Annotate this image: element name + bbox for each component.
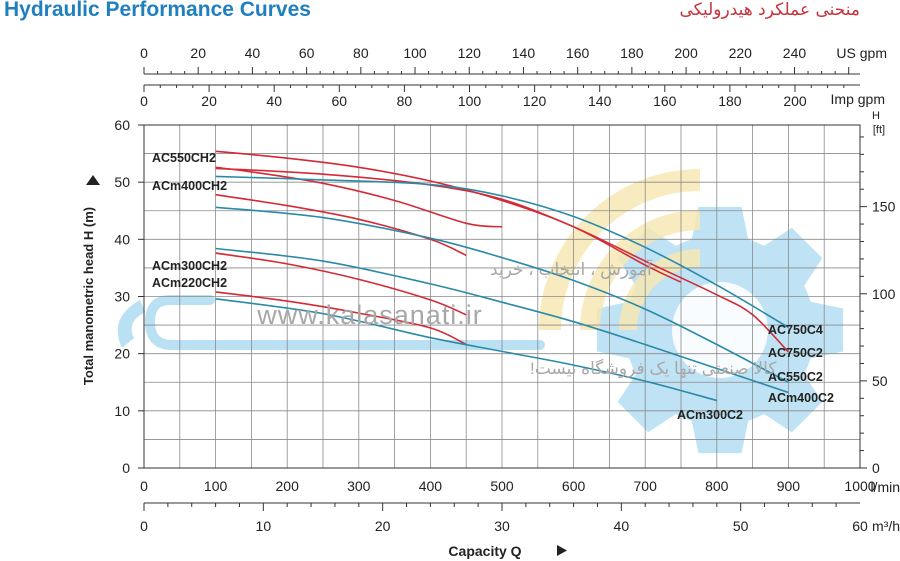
x-tick-label-usgpm: 0 — [140, 45, 148, 61]
x-tick-label-impgpm: 80 — [397, 93, 413, 109]
y-tick-label: 20 — [114, 346, 130, 362]
x-tick-label-usgpm: 20 — [190, 45, 206, 61]
y2-tick-label: 0 — [872, 460, 880, 476]
series-label-ac750c2: AC750C2 — [768, 346, 823, 360]
unit-usgpm: US gpm — [836, 45, 887, 61]
x-tick-label-impgpm: 120 — [523, 93, 547, 109]
bracket-hook — [117, 300, 145, 348]
x-axis-arrow-icon — [557, 545, 567, 556]
x-tick-label-lmin: 400 — [419, 478, 443, 494]
x-tick-label-usgpm: 200 — [674, 45, 698, 61]
y-tick-label: 0 — [122, 460, 130, 476]
x-tick-label-lmin: 800 — [705, 478, 729, 494]
x-tick-label-lmin: 600 — [562, 478, 586, 494]
series-label-acm400ch2: ACm400CH2 — [152, 179, 227, 193]
curve-acm400c2 — [215, 247, 789, 394]
x-tick-label-m3h: 40 — [614, 518, 630, 534]
x-tick-label-impgpm: 20 — [201, 93, 217, 109]
y-axis-label: Total manometric head H (m) — [81, 207, 96, 385]
x-tick-label-impgpm: 180 — [718, 93, 742, 109]
x-tick-label-lmin: 100 — [204, 478, 228, 494]
curve-acm300ch2 — [215, 252, 467, 316]
watermark-text-line1: آموزش ، انتخاب ، خرید — [490, 258, 653, 279]
y-tick-label: 30 — [114, 289, 130, 305]
watermark-text-line3: کالا صنعتی تنها یک فروشگاه نیست! — [530, 358, 777, 379]
x-tick-label-lmin: 900 — [777, 478, 801, 494]
x-tick-label-m3h: 0 — [140, 518, 148, 534]
bracket-line — [144, 295, 545, 350]
x-tick-label-usgpm: 240 — [783, 45, 807, 61]
signal-arc — [619, 249, 701, 331]
unit-ft: [ft] — [873, 124, 885, 136]
curve-unlabeled-1 — [215, 166, 503, 228]
x-tick-label-impgpm: 140 — [588, 93, 612, 109]
x-tick-label-usgpm: 100 — [403, 45, 427, 61]
y-axis-arrow-icon — [86, 175, 100, 185]
x-tick-label-impgpm: 200 — [783, 93, 807, 109]
series-label-acm300c2: ACm300C2 — [677, 408, 743, 422]
y2-tick-label: 50 — [872, 373, 888, 389]
unit-lmin: l/min — [870, 479, 900, 495]
x-axis-label: Capacity Q — [448, 543, 521, 559]
y-tick-label: 40 — [114, 231, 130, 247]
x-tick-label-lmin: 700 — [634, 478, 658, 494]
series-label-ac750c4: AC750C4 — [768, 323, 823, 337]
x-tick-label-usgpm: 60 — [299, 45, 315, 61]
x-tick-label-impgpm: 60 — [332, 93, 348, 109]
curve-acm400ch2 — [215, 193, 467, 257]
series-label-acm400c2: ACm400C2 — [768, 391, 834, 405]
curve-acm300c2 — [215, 298, 718, 402]
y2-tick-label: 100 — [872, 286, 896, 302]
bracket-icon — [117, 295, 545, 350]
x-tick-label-usgpm: 180 — [620, 45, 644, 61]
x-tick-label-lmin: 500 — [490, 478, 514, 494]
x-tick-label-m3h: 20 — [375, 518, 391, 534]
x-tick-label-m3h: 60 — [852, 518, 868, 534]
x-tick-label-m3h: 10 — [256, 518, 272, 534]
curve-acm220ch2 — [215, 291, 467, 346]
series-label-ac550c2: AC550C2 — [768, 370, 823, 384]
x-tick-label-usgpm: 140 — [512, 45, 536, 61]
x-tick-label-usgpm: 160 — [566, 45, 590, 61]
page-title-persian: منحنی عملکرد هیدرولیکی — [679, 0, 860, 20]
unit-ft-h: H — [872, 110, 880, 122]
unit-impgpm: Imp gpm — [831, 91, 885, 107]
x-tick-label-usgpm: 40 — [245, 45, 261, 61]
x-tick-label-usgpm: 120 — [458, 45, 482, 61]
watermark-url: www.kalasanati.ir — [256, 300, 483, 330]
watermark-logo — [117, 169, 844, 454]
curve-ac550c2 — [215, 206, 789, 384]
curve-ac750c2 — [215, 167, 789, 353]
curve-ac750c4 — [215, 175, 789, 329]
x-tick-label-m3h: 30 — [494, 518, 510, 534]
x-tick-label-impgpm: 0 — [140, 93, 148, 109]
y-tick-label: 60 — [114, 117, 130, 133]
x-tick-label-impgpm: 40 — [266, 93, 282, 109]
y2-tick-label: 150 — [872, 199, 896, 215]
x-tick-label-impgpm: 100 — [458, 93, 482, 109]
series-label-acm220ch2: ACm220CH2 — [152, 276, 227, 290]
series-label-ac550ch2: AC550CH2 — [152, 151, 216, 165]
x-tick-label-lmin: 300 — [347, 478, 371, 494]
x-tick-label-m3h: 50 — [733, 518, 749, 534]
x-tick-label-lmin: 200 — [276, 478, 300, 494]
x-tick-label-impgpm: 160 — [653, 93, 677, 109]
x-tick-label-lmin: 0 — [140, 478, 148, 494]
y-tick-label: 10 — [114, 403, 130, 419]
curve-ac550ch2 — [215, 150, 682, 283]
x-tick-label-usgpm: 80 — [353, 45, 369, 61]
x-tick-label-usgpm: 220 — [729, 45, 753, 61]
x-tick-label-lmin: 1000 — [844, 478, 875, 494]
series-label-acm300ch2: ACm300CH2 — [152, 259, 227, 273]
page-title: Hydraulic Performance Curves — [4, 0, 311, 21]
y-tick-label: 50 — [114, 174, 130, 190]
unit-m3h: m³/h — [872, 518, 900, 534]
